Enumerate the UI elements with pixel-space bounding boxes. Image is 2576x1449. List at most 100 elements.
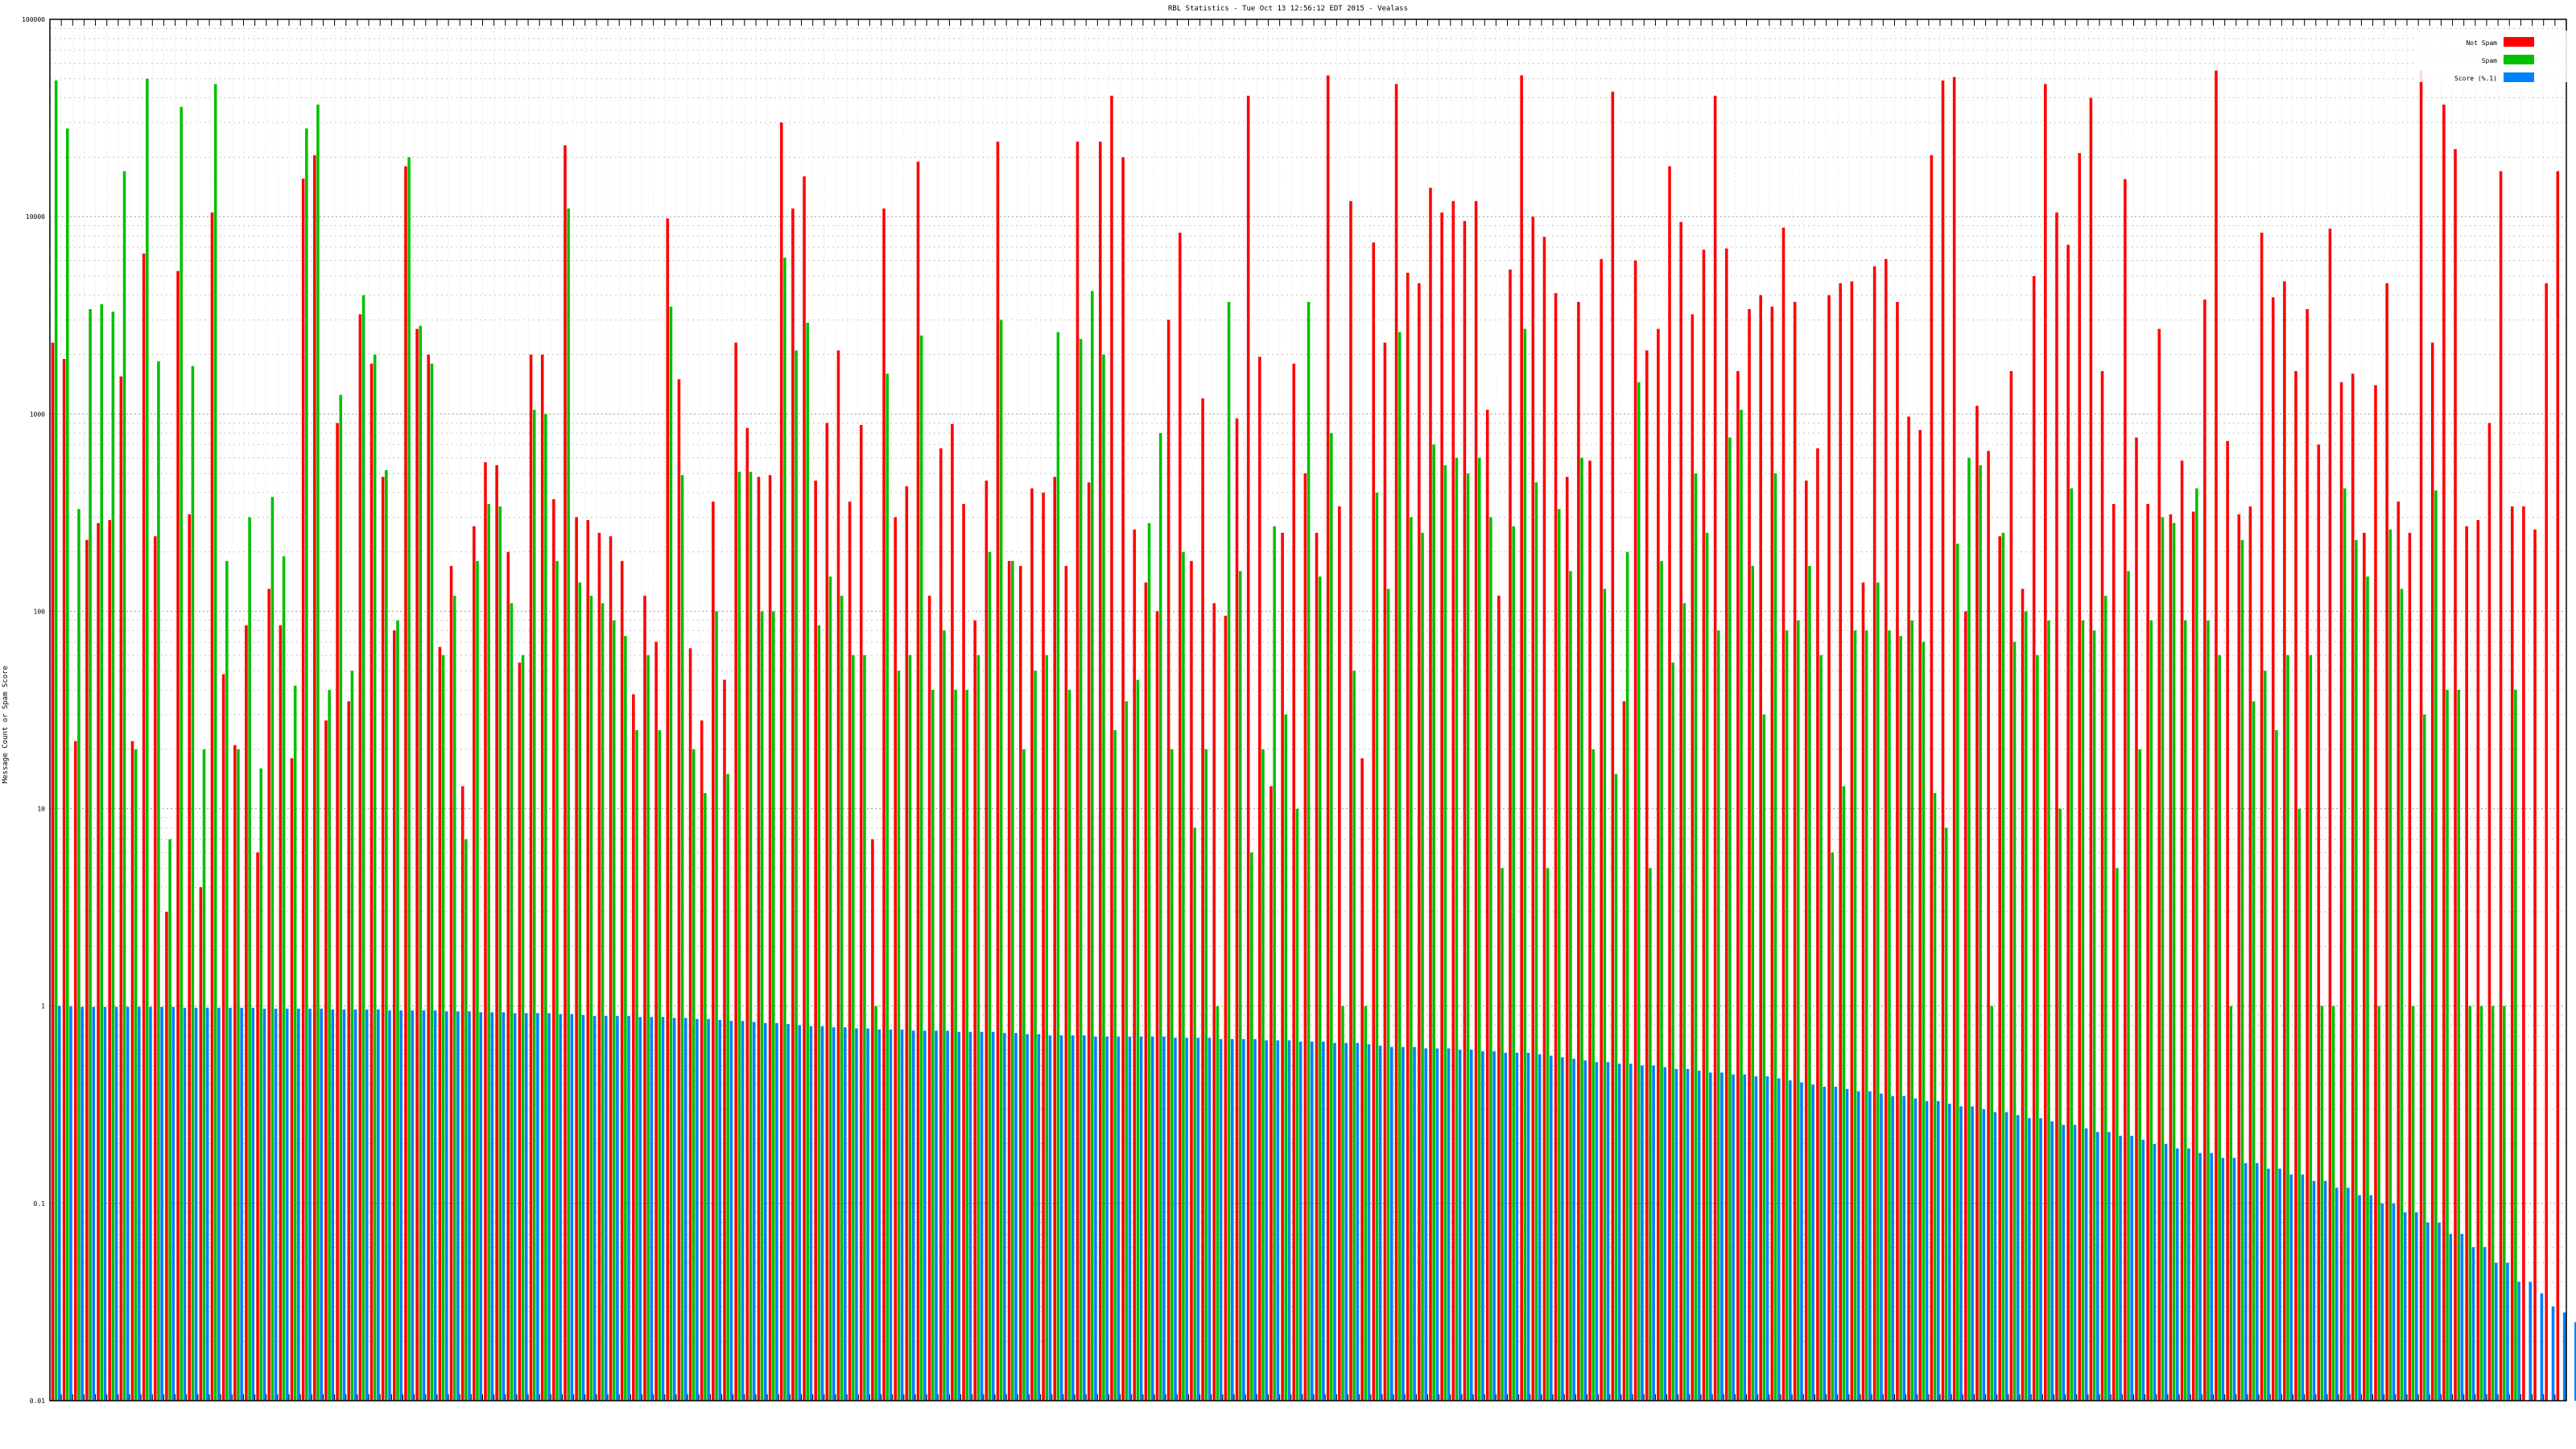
bar-score-1--7	[138, 1006, 141, 1401]
bar-spam-162	[1899, 636, 1902, 1401]
bar-spam-52	[646, 654, 650, 1401]
bar-not-spam-75	[905, 486, 909, 1401]
bar-spam-26	[350, 671, 354, 1401]
bar-spam-202	[2355, 539, 2358, 1401]
bar-spam-74	[897, 671, 901, 1401]
bar-not-spam-92	[1099, 141, 1102, 1402]
bar-not-spam-5	[108, 520, 111, 1402]
bar-spam-107	[1273, 526, 1276, 1401]
bar-score-1--169	[1982, 1108, 1986, 1401]
bar-spam-10	[168, 839, 171, 1401]
bar-score-1--221	[2574, 1322, 2576, 1401]
bar-score-1--200	[2334, 1187, 2339, 1401]
bar-not-spam-129	[1520, 75, 1523, 1401]
bar-score-1--66	[809, 1026, 813, 1401]
bar-not-spam-0	[51, 342, 55, 1401]
bar-not-spam-142	[1668, 166, 1671, 1402]
bar-score-1--1	[69, 1006, 72, 1401]
bar-score-1--220	[2562, 1312, 2566, 1401]
bar-not-spam-151	[1770, 306, 1774, 1401]
legend-label: Not Spam	[2466, 39, 2497, 47]
bar-score-1--171	[2004, 1112, 2008, 1401]
bar-score-1--115	[1367, 1044, 1371, 1401]
bar-score-1--154	[1811, 1084, 1814, 1401]
bar-spam-20	[282, 556, 286, 1401]
bar-spam-154	[1808, 565, 1811, 1401]
bar-spam-175	[2047, 620, 2050, 1401]
y-tick-label: 10	[37, 806, 45, 813]
bar-not-spam-155	[1816, 448, 1819, 1401]
bar-not-spam-76	[916, 161, 920, 1402]
bar-spam-180	[2103, 596, 2107, 1401]
bar-spam-53	[658, 730, 662, 1401]
bar-spam-71	[863, 654, 866, 1401]
bar-not-spam-48	[597, 532, 601, 1401]
bar-score-1--175	[2050, 1121, 2054, 1401]
bar-not-spam-184	[2146, 504, 2149, 1401]
bar-not-spam-115	[1360, 758, 1364, 1401]
bar-score-1--184	[2153, 1144, 2157, 1401]
bar-spam-195	[2275, 730, 2278, 1401]
bar-score-1--84	[1014, 1033, 1018, 1401]
bar-spam-122	[1443, 464, 1447, 1401]
bar-spam-18	[259, 768, 263, 1401]
bar-spam-49	[612, 620, 616, 1401]
bar-spam-198	[2309, 654, 2313, 1401]
bar-not-spam-192	[2237, 514, 2241, 1401]
bar-spam-38	[487, 504, 490, 1401]
bar-score-1--37	[479, 1012, 482, 1401]
bar-spam-84	[1011, 560, 1014, 1401]
bar-spam-109	[1295, 808, 1299, 1401]
bar-not-spam-6	[119, 376, 123, 1402]
bar-spam-124	[1466, 473, 1470, 1401]
bar-score-1--98	[1174, 1038, 1177, 1401]
bar-spam-189	[2207, 620, 2210, 1401]
bar-not-spam-60	[734, 342, 737, 1401]
bar-score-1--197	[2301, 1174, 2305, 1401]
bar-spam-100	[1193, 828, 1196, 1401]
bar-not-spam-1	[62, 358, 66, 1401]
bar-score-1--95	[1139, 1036, 1143, 1401]
bar-not-spam-161	[1885, 258, 1888, 1401]
bar-not-spam-94	[1121, 157, 1125, 1401]
bar-not-spam-35	[449, 565, 453, 1401]
bar-spam-64	[783, 258, 786, 1401]
bar-spam-167	[1956, 543, 1959, 1401]
bar-spam-120	[1421, 532, 1424, 1401]
bar-score-1--202	[2358, 1195, 2361, 1401]
bar-spam-131	[1546, 868, 1550, 1401]
bar-score-1--23	[320, 1008, 323, 1401]
bar-not-spam-208	[2419, 70, 2423, 1402]
bar-not-spam-65	[791, 208, 795, 1401]
bar-score-1--126	[1492, 1051, 1496, 1401]
legend-label: Score (%.1)	[2454, 75, 2497, 82]
bar-spam-181	[2116, 868, 2119, 1401]
bar-spam-1	[66, 128, 69, 1401]
bar-spam-70	[851, 654, 855, 1401]
bar-not-spam-59	[723, 679, 726, 1401]
bar-not-spam-80	[962, 504, 965, 1401]
bar-not-spam-113	[1338, 506, 1341, 1401]
bar-spam-40	[510, 603, 514, 1401]
bar-score-1--47	[592, 1016, 597, 1401]
bar-spam-2	[77, 509, 80, 1401]
bar-score-1--45	[570, 1013, 574, 1401]
bar-not-spam-36	[460, 786, 464, 1401]
bar-spam-37	[476, 560, 479, 1401]
bar-spam-147	[1728, 437, 1732, 1401]
bar-spam-209	[2434, 490, 2438, 1401]
bar-spam-115	[1364, 1005, 1368, 1401]
bar-not-spam-14	[210, 212, 214, 1401]
bar-spam-130	[1534, 482, 1538, 1401]
bar-score-1--189	[2210, 1153, 2213, 1401]
bar-spam-213	[2479, 1005, 2483, 1401]
bar-score-1--101	[1208, 1038, 1212, 1401]
bar-score-1--156	[1834, 1086, 1838, 1401]
bar-score-1--43	[547, 1013, 551, 1401]
bar-score-1--11	[183, 1007, 187, 1401]
bar-spam-185	[2161, 517, 2165, 1401]
bar-score-1--131	[1549, 1055, 1553, 1401]
bar-spam-206	[2400, 588, 2404, 1401]
bar-spam-73	[886, 374, 889, 1401]
bar-not-spam-16	[233, 745, 237, 1401]
